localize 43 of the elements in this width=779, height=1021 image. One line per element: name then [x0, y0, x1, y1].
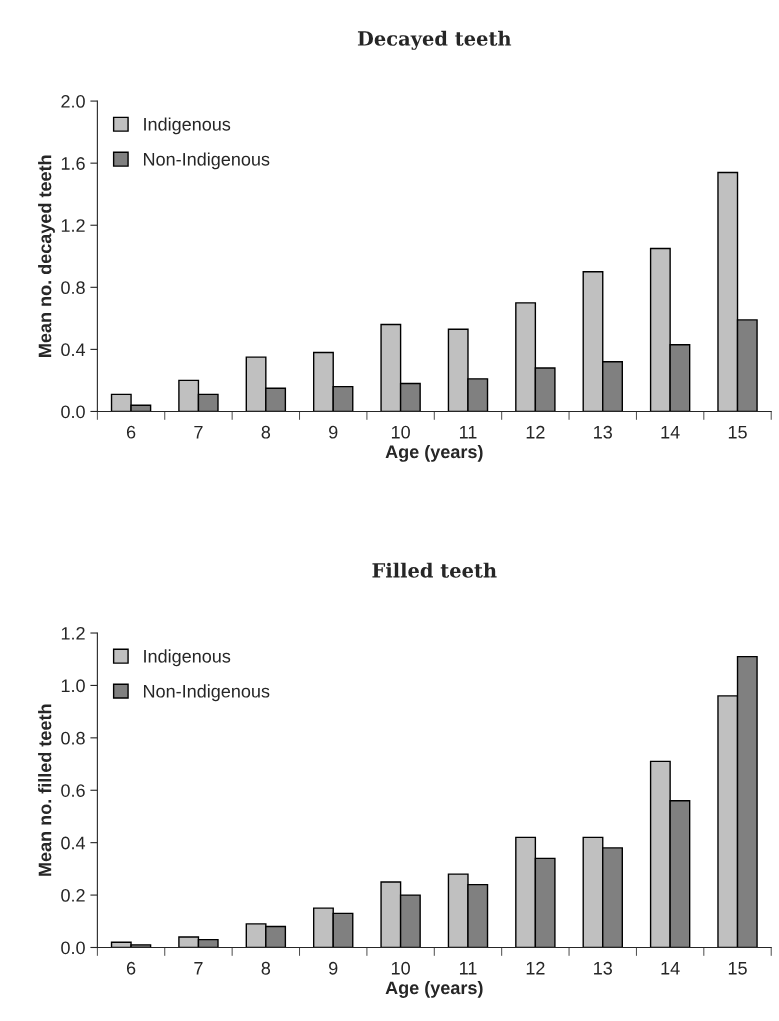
y-tick-label: 0.0: [61, 405, 85, 419]
y-axis-title: Mean no. filled teeth: [38, 704, 52, 876]
y-tick-label: 0.4: [61, 836, 86, 850]
y-tick-label: 1.2: [61, 219, 85, 232]
x-tick-label: 14: [661, 426, 680, 439]
y-axis-title: Mean no. decayed teeth: [38, 155, 55, 357]
x-tick-label: 11: [459, 962, 477, 975]
x-tick-label: 6: [126, 961, 136, 975]
y-tick-label: 0.0: [61, 941, 85, 955]
x-tick-label: 10: [391, 425, 410, 439]
y-tick-label: 1.0: [61, 679, 85, 693]
legend-label: Non-Indigenous: [144, 684, 270, 702]
y-tick-label: 0.8: [61, 731, 85, 745]
x-axis-title: Age (years): [385, 444, 483, 462]
x-tick-label: 6: [126, 425, 136, 439]
chart-title: Decayed teeth: [357, 30, 512, 50]
y-tick-label: 2.0: [61, 95, 85, 108]
x-tick-label: 8: [261, 425, 271, 439]
x-tick-label: 10: [391, 961, 410, 975]
y-tick-label: 0.6: [61, 784, 85, 797]
legend-label: Non-Indigenous: [144, 152, 270, 170]
x-tick-label: 13: [594, 425, 612, 439]
legend-label: Indigenous: [144, 117, 231, 135]
y-tick-label: 1.6: [61, 157, 85, 170]
chart-title: Filled teeth: [372, 562, 497, 578]
x-tick-label: 9: [329, 961, 338, 975]
y-tick-label: 0.8: [61, 281, 85, 295]
y-tick-label: 0.4: [61, 343, 86, 357]
x-tick-label: 13: [594, 961, 612, 975]
x-tick-label: 15: [728, 426, 747, 439]
x-tick-label: 14: [661, 962, 680, 975]
x-tick-label: 12: [526, 425, 545, 439]
x-tick-label: 12: [526, 961, 545, 975]
x-tick-label: 7: [194, 426, 203, 439]
x-tick-label: 15: [728, 962, 747, 975]
y-tick-label: 0.2: [61, 889, 85, 902]
legend-label: Indigenous: [144, 649, 231, 667]
x-tick-label: 11: [459, 426, 477, 439]
x-tick-label: 9: [329, 425, 338, 439]
x-tick-label: 7: [194, 962, 203, 975]
x-tick-label: 8: [261, 961, 271, 975]
y-tick-label: 1.2: [61, 626, 85, 640]
x-axis-title: Age (years): [385, 980, 483, 998]
